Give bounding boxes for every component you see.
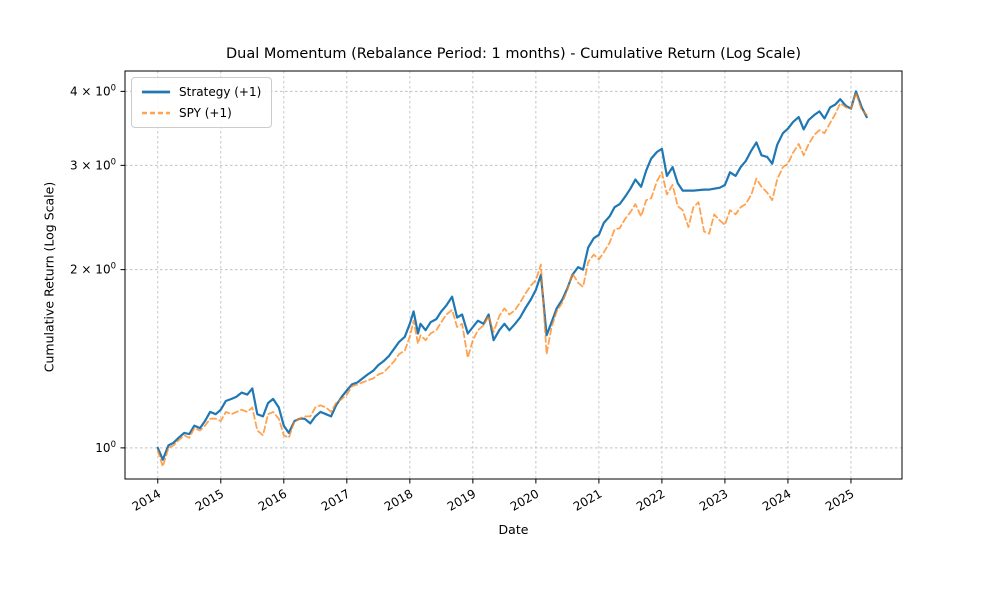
x-tick-label: 2014 xyxy=(130,486,163,513)
series-line-spy-1 xyxy=(156,91,868,468)
x-axis-label: Date xyxy=(498,522,529,537)
x-tick-label: 2020 xyxy=(508,486,541,513)
chart-title: Dual Momentum (Rebalance Period: 1 month… xyxy=(226,46,801,62)
x-tick-label: 2019 xyxy=(445,486,478,513)
spy-line-swatch-icon xyxy=(142,111,170,115)
y-axis: 100 2 × 100 3 × 100 4 × 100 xyxy=(70,83,125,455)
strategy-line-swatch-icon xyxy=(142,90,170,94)
x-tick-label: 2017 xyxy=(319,486,352,513)
y-tick-label: 3 × 100 xyxy=(70,157,116,172)
legend-item-strategy: Strategy (+1) xyxy=(141,85,261,99)
x-tick-label: 2024 xyxy=(760,486,793,513)
legend: Strategy (+1) SPY (+1) xyxy=(131,77,273,128)
legend-label-spy: SPY (+1) xyxy=(179,106,232,120)
x-axis: 2014 2015 2016 2017 2018 2019 2020 2021 2022 2023… xyxy=(130,479,856,514)
x-tick-label: 2018 xyxy=(382,486,415,513)
y-tick-label: 2 × 100 xyxy=(70,262,116,277)
x-tick-label: 2016 xyxy=(256,486,289,513)
x-tick-label: 2023 xyxy=(697,486,730,513)
x-tick-label: 2025 xyxy=(823,486,856,513)
series-group xyxy=(156,90,868,468)
y-tick-label: 4 × 100 xyxy=(70,83,116,98)
legend-item-spy: SPY (+1) xyxy=(141,106,261,120)
x-tick-label: 2015 xyxy=(193,486,226,513)
series-line-strategy-1 xyxy=(156,90,868,461)
y-tick-label: 100 xyxy=(95,440,116,455)
legend-label-strategy: Strategy (+1) xyxy=(179,85,262,99)
x-tick-label: 2021 xyxy=(571,486,604,513)
x-tick-label: 2022 xyxy=(634,486,667,513)
plot-border xyxy=(124,70,903,480)
